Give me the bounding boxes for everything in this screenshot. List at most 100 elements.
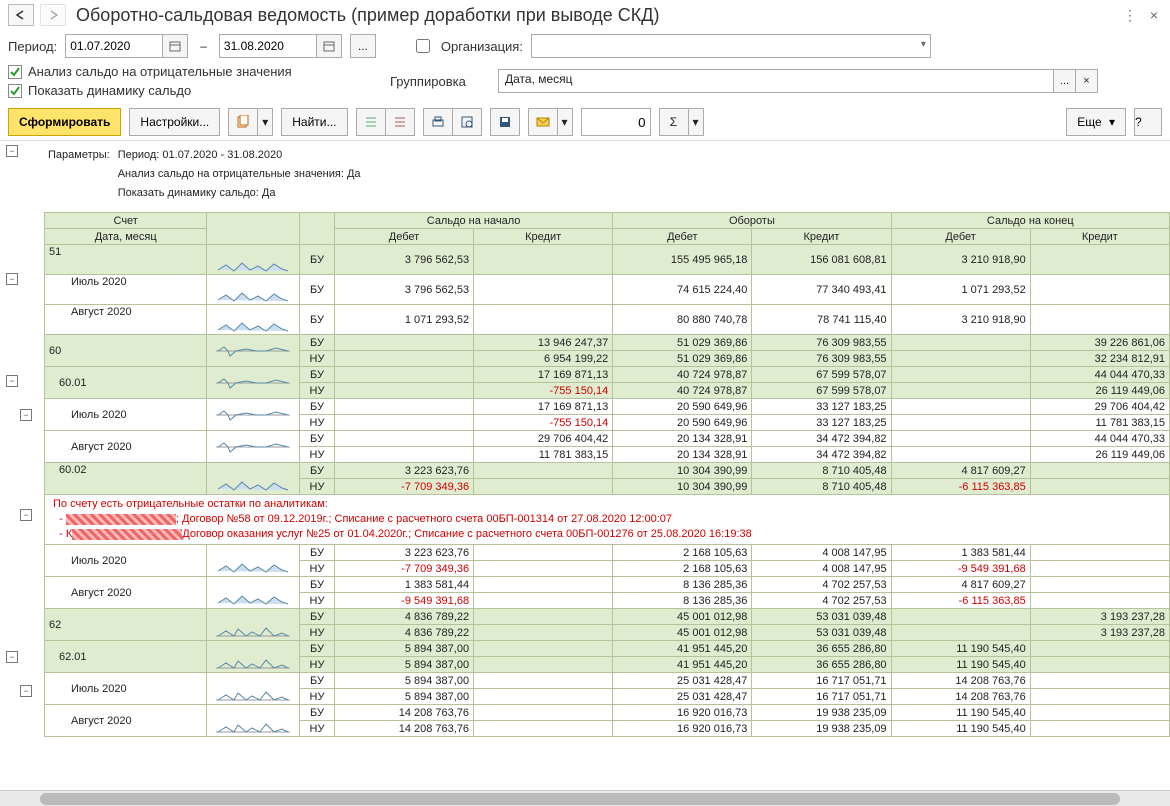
- acct-cell: Август 2020: [45, 431, 207, 463]
- cell: [474, 689, 613, 705]
- more-button[interactable]: Еще ▾: [1066, 108, 1126, 136]
- cell: [474, 625, 613, 641]
- cell: 32 234 812,91: [1030, 351, 1169, 367]
- cell: [891, 625, 1030, 641]
- nav-forward-button[interactable]: [40, 4, 66, 26]
- group-ellipsis-button[interactable]: ...: [1053, 70, 1075, 92]
- cell: [334, 431, 473, 447]
- bu-cell: БУ: [300, 673, 335, 689]
- table-row: 60.01БУ17 169 871,1340 724 978,8767 599 …: [45, 367, 1170, 383]
- tree-toggle[interactable]: −: [6, 375, 18, 387]
- cell: 51 029 369,86: [613, 351, 752, 367]
- period-ellipsis-button[interactable]: ...: [350, 34, 376, 58]
- copy-dd-button[interactable]: ▾: [257, 108, 273, 136]
- sparkline-cell: [207, 673, 300, 705]
- cell: [1030, 673, 1169, 689]
- cell: 20 590 649,96: [613, 415, 752, 431]
- collapse-icon-button[interactable]: [385, 108, 415, 136]
- cell: [474, 305, 613, 335]
- cell: 11 190 545,40: [891, 657, 1030, 673]
- nav-back-button[interactable]: [8, 4, 34, 26]
- help-button[interactable]: ?: [1134, 108, 1162, 136]
- date-to-cal-button[interactable]: [316, 34, 342, 58]
- date-from-input[interactable]: [65, 34, 163, 58]
- tree-toggle[interactable]: −: [6, 651, 18, 663]
- expand-icon-button[interactable]: [356, 108, 386, 136]
- cell: [1030, 561, 1169, 577]
- mail-dd-button[interactable]: ▾: [557, 108, 573, 136]
- org-select[interactable]: ▾: [531, 34, 931, 58]
- copy-icon-button[interactable]: [228, 108, 258, 136]
- cell: 2 168 105,63: [613, 561, 752, 577]
- cell: [1030, 721, 1169, 737]
- sparkline-cell: [207, 367, 300, 399]
- period-label: Период:: [8, 39, 57, 54]
- mail-icon-button[interactable]: [528, 108, 558, 136]
- settings-button[interactable]: Настройки...: [129, 108, 220, 136]
- th-acct: Счет: [45, 213, 207, 229]
- table-row: Август 2020БУ29 706 404,4220 134 328,913…: [45, 431, 1170, 447]
- tree-toggle[interactable]: −: [20, 685, 32, 697]
- find-button[interactable]: Найти...: [281, 108, 347, 136]
- cell: [1030, 577, 1169, 593]
- precision-input[interactable]: [581, 108, 651, 136]
- tree-toggle[interactable]: −: [6, 273, 18, 285]
- bu-cell: БУ: [300, 335, 335, 351]
- cell: 67 599 578,07: [752, 367, 891, 383]
- close-icon[interactable]: ×: [1146, 7, 1162, 23]
- acct-cell: Июль 2020: [45, 275, 207, 305]
- cell: [891, 447, 1030, 463]
- cell: 36 655 286,80: [752, 641, 891, 657]
- warning-block: По счету есть отрицательные остатки по а…: [45, 495, 1169, 544]
- save-icon-button[interactable]: [490, 108, 520, 136]
- preview-icon-button[interactable]: [452, 108, 482, 136]
- cell: 16 920 016,73: [613, 705, 752, 721]
- cell: 67 599 578,07: [752, 383, 891, 399]
- check-icon: [8, 65, 22, 79]
- cell: 4 702 257,53: [752, 577, 891, 593]
- sparkline-cell: [207, 399, 300, 431]
- cell: [474, 545, 613, 561]
- tree-toggle[interactable]: −: [6, 145, 18, 157]
- date-from-cal-button[interactable]: [162, 34, 188, 58]
- page-title: Оборотно-сальдовая ведомость (пример дор…: [76, 5, 1116, 26]
- form-button[interactable]: Сформировать: [8, 108, 121, 136]
- sparkline-cell: [207, 705, 300, 737]
- report-table: Счет Сальдо на начало Обороты Сальдо на …: [44, 212, 1170, 737]
- date-to-input[interactable]: [219, 34, 317, 58]
- tree-toggle[interactable]: −: [20, 509, 32, 521]
- menu-icon[interactable]: ⋮: [1122, 7, 1138, 23]
- cell: 25 031 428,47: [613, 689, 752, 705]
- cell: -755 150,14: [474, 415, 613, 431]
- chk-dyn-label[interactable]: Показать динамику сальдо: [28, 83, 191, 98]
- org-checkbox[interactable]: [416, 39, 430, 53]
- cell: 14 208 763,76: [891, 673, 1030, 689]
- cell: 8 136 285,36: [613, 593, 752, 609]
- cell: 4 817 609,27: [891, 577, 1030, 593]
- cell: [474, 609, 613, 625]
- hscrollbar[interactable]: [0, 790, 1170, 806]
- table-row: 51БУ3 796 562,53155 495 965,18156 081 60…: [45, 245, 1170, 275]
- cell: [891, 415, 1030, 431]
- cell: -9 549 391,68: [334, 593, 473, 609]
- cell: 11 781 383,15: [1030, 415, 1169, 431]
- print-icon-button[interactable]: [423, 108, 453, 136]
- group-input[interactable]: Дата, месяц ... ×: [498, 69, 1098, 93]
- cell: [334, 399, 473, 415]
- cell: [891, 383, 1030, 399]
- sigma-icon-button[interactable]: Σ: [659, 108, 689, 136]
- sigma-dd-button[interactable]: ▾: [688, 108, 704, 136]
- cell: [1030, 593, 1169, 609]
- th-end: Сальдо на конец: [891, 213, 1169, 229]
- group-clear-button[interactable]: ×: [1075, 70, 1097, 92]
- acct-cell: Июль 2020: [45, 673, 207, 705]
- cell: [1030, 657, 1169, 673]
- cell: -6 115 363,85: [891, 479, 1030, 495]
- tree-toggle[interactable]: −: [20, 409, 32, 421]
- cell: 53 031 039,48: [752, 609, 891, 625]
- cell: [891, 609, 1030, 625]
- bu-cell: НУ: [300, 657, 335, 673]
- cell: 4 702 257,53: [752, 593, 891, 609]
- chk-neg-label[interactable]: Анализ сальдо на отрицательные значения: [28, 64, 292, 79]
- acct-cell: 62.01: [45, 641, 207, 673]
